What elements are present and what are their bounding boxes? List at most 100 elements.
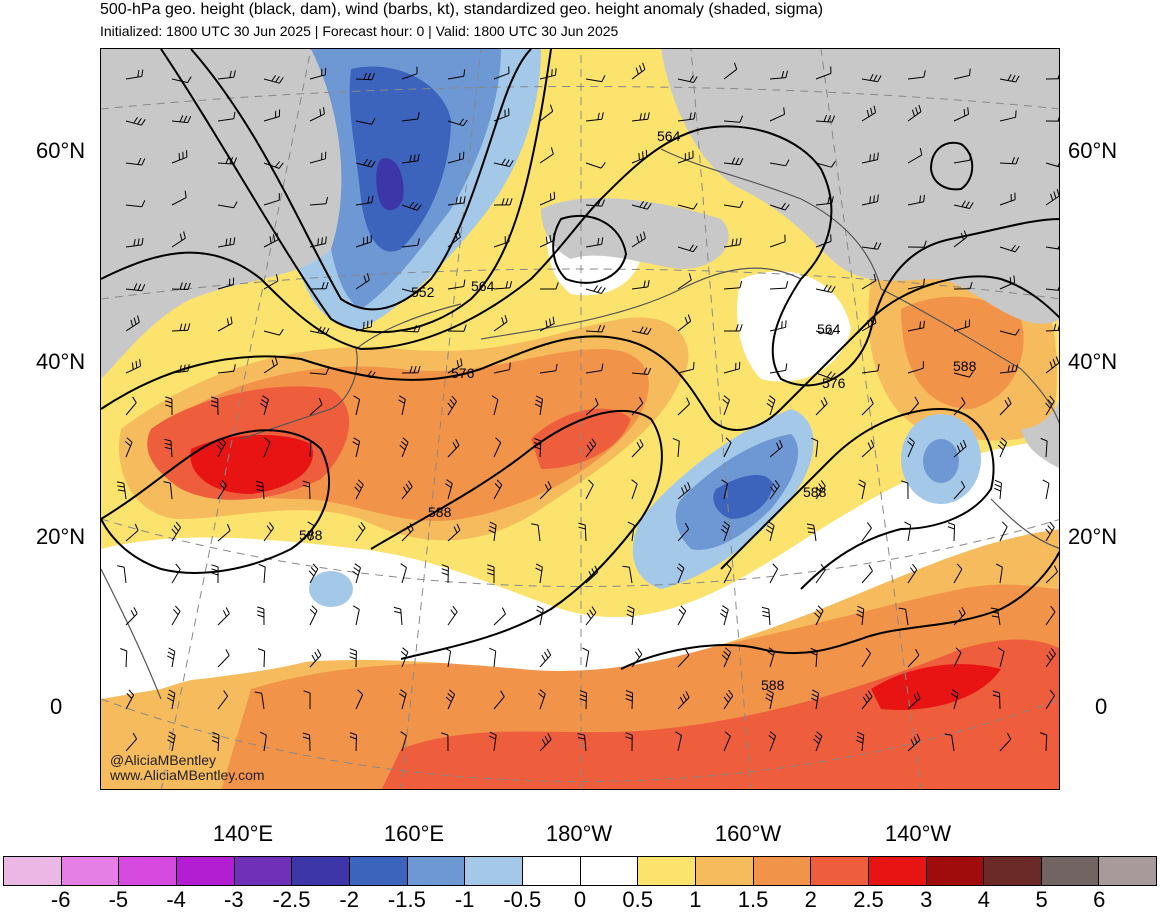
contour-588-west xyxy=(101,429,330,574)
wind-barb xyxy=(255,480,265,500)
contour-576 xyxy=(101,275,1059,431)
wind-barb xyxy=(353,605,360,626)
wind-barb xyxy=(626,605,635,626)
wind-barb xyxy=(898,607,909,626)
wind-barb xyxy=(171,190,187,206)
wind-barb xyxy=(997,647,1005,668)
lon-label-160e: 160°E xyxy=(383,821,445,846)
coast-mexico xyxy=(990,498,1059,549)
colorbar-tick-label: 1 xyxy=(689,887,702,912)
wind-barb xyxy=(539,147,554,164)
wind-barb xyxy=(999,74,1020,83)
wind-barb xyxy=(677,273,692,290)
wind-barb xyxy=(953,396,966,416)
wind-barb xyxy=(353,395,361,416)
wind-barb xyxy=(489,647,497,668)
wind-barb xyxy=(999,192,1016,206)
coast-philippines xyxy=(101,568,162,700)
wind-barb xyxy=(263,75,284,84)
wind-barb xyxy=(677,605,687,626)
wind-barb xyxy=(447,230,461,248)
wind-barb xyxy=(125,283,146,292)
wind-barb xyxy=(861,73,882,83)
wind-barb xyxy=(171,605,181,626)
wind-barb xyxy=(441,732,449,752)
wind-barb xyxy=(125,315,140,332)
wind-barb xyxy=(491,395,499,416)
contour-564-east xyxy=(771,218,1059,387)
wind-barb xyxy=(400,647,409,668)
wind-barb xyxy=(493,158,514,167)
wind-barb xyxy=(539,191,556,206)
wind-barb xyxy=(675,731,682,752)
wind-barb xyxy=(1045,286,1059,291)
wind-barb xyxy=(355,195,374,206)
wind-barb xyxy=(953,281,973,290)
coast-kuril xyxy=(355,303,462,350)
wind-barb xyxy=(447,358,463,374)
wind-barb xyxy=(672,437,680,458)
wind-barb xyxy=(166,647,176,668)
wind-barb xyxy=(445,479,453,500)
wind-barb xyxy=(990,607,1001,626)
wind-barb xyxy=(217,690,229,710)
colorbar-tick-label: 0.5 xyxy=(622,887,653,912)
wind-barb xyxy=(539,481,552,500)
map-subtitle: Initialized: 1800 UTC 30 Jun 2025 | Fore… xyxy=(100,23,619,39)
wind-barb xyxy=(117,565,127,584)
wind-barb xyxy=(953,607,966,626)
contour-564-west xyxy=(101,125,833,351)
lon-label-180w: 180°W xyxy=(545,821,613,846)
wind-barb xyxy=(309,67,327,80)
wind-barb xyxy=(165,396,173,416)
wind-barb xyxy=(631,396,644,416)
wind-barb xyxy=(493,690,505,710)
wind-barb xyxy=(1045,73,1059,80)
wind-barb xyxy=(124,437,133,458)
wind-barb xyxy=(441,564,449,584)
colorbar-tick-label: 5 xyxy=(1035,887,1048,912)
shade-cool-east-low-core xyxy=(923,439,959,483)
wind-barb xyxy=(815,66,832,80)
shade-warm-east-core xyxy=(901,296,1024,409)
wind-barb xyxy=(303,690,311,710)
wind-barb xyxy=(953,68,971,80)
wind-barb xyxy=(999,521,1008,542)
wind-barb xyxy=(861,397,874,416)
wind-barb xyxy=(815,234,832,248)
wind-barb xyxy=(761,606,771,626)
wind-barb xyxy=(401,286,422,294)
wind-barb xyxy=(677,522,690,542)
wind-barb xyxy=(1045,648,1056,668)
lat-label-0-left: 0 xyxy=(50,694,63,719)
wind-barb xyxy=(721,479,728,500)
colorbar-swatch xyxy=(753,857,812,885)
wind-barb xyxy=(999,732,1012,752)
wind-barb xyxy=(585,606,597,626)
wind-barb xyxy=(355,117,376,125)
wind-barb xyxy=(813,731,823,752)
wind-barb xyxy=(539,733,552,752)
wind-barb xyxy=(400,731,407,752)
colorbar-swatch xyxy=(61,857,120,885)
wind-barb xyxy=(447,151,465,164)
wind-barb xyxy=(856,731,865,752)
colorbar-tick-label: 1.5 xyxy=(737,887,769,912)
wind-barb xyxy=(171,563,181,584)
wind-barb xyxy=(995,563,1003,584)
wind-barb xyxy=(907,320,925,332)
wind-barb xyxy=(308,563,319,584)
lat-label-40n-right: 40°N xyxy=(1068,349,1118,374)
wind-barb xyxy=(167,731,176,752)
wind-barb xyxy=(211,731,220,752)
wind-barb xyxy=(815,397,828,416)
wind-barb xyxy=(953,319,970,332)
wind-barb xyxy=(1045,605,1056,626)
colorbar-tick-label: -4 xyxy=(166,887,186,912)
wind-barb xyxy=(631,201,652,210)
wind-barb xyxy=(487,564,495,583)
credit-website: www.AliciaMBentley.com xyxy=(110,767,265,783)
wind-barb xyxy=(493,362,511,374)
wind-barb xyxy=(533,438,542,458)
wind-barb xyxy=(447,69,466,80)
